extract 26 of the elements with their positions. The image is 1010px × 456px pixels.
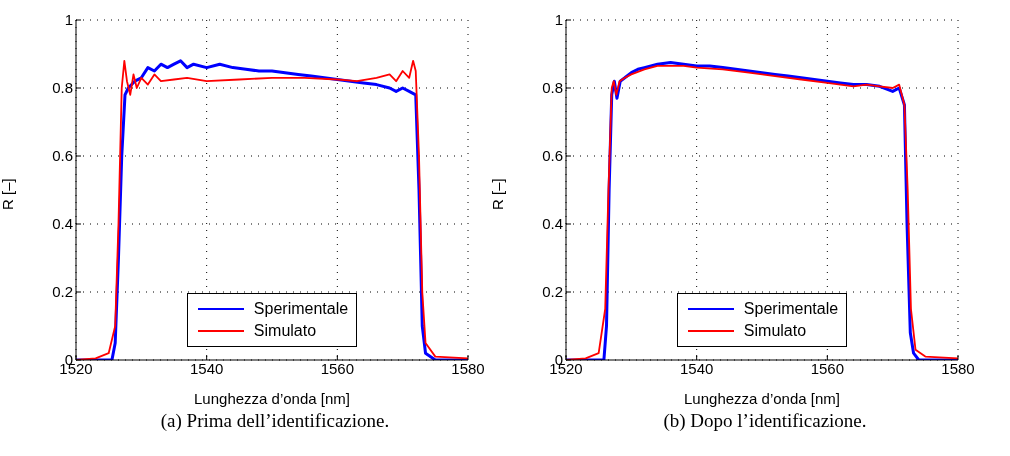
legend-label: Simulato [743, 322, 807, 340]
y-tick-label: 0.6 [542, 147, 563, 165]
x-tick-label: 1540 [189, 359, 224, 377]
legend-label: Sperimentale [253, 300, 349, 318]
y-tick-label: 1 [554, 11, 563, 29]
y-tick-label: 0.6 [52, 147, 73, 165]
y-tick-label: 0.4 [52, 215, 73, 233]
x-axis-title: Lunghezza d’onda [nm] [684, 390, 840, 407]
y-tick-label: 0.2 [542, 283, 563, 301]
y-tick-label: 0.8 [52, 79, 73, 97]
y-tick-label: 0.8 [542, 79, 563, 97]
y-tick-label: 1 [64, 11, 73, 29]
y-tick-label: 0.4 [542, 215, 563, 233]
x-tick-label: 1540 [679, 359, 714, 377]
x-tick-label: 1560 [320, 359, 355, 377]
legend-label: Sperimentale [743, 300, 839, 318]
x-tick-label: 1580 [451, 359, 485, 377]
x-tick-label: 1560 [810, 359, 845, 377]
text: (a) Prima dell’identificazione. [159, 410, 391, 432]
y-axis-title: R [–] [0, 178, 17, 210]
x-tick-label: 1580 [941, 359, 975, 377]
y-tick-label: 0.2 [52, 283, 73, 301]
text: (b) Dopo l’identificazione. [662, 410, 868, 432]
legend-label: Simulato [253, 322, 317, 340]
x-axis-title: Lunghezza d’onda [nm] [194, 390, 350, 407]
y-axis-title: R [–] [489, 178, 507, 210]
